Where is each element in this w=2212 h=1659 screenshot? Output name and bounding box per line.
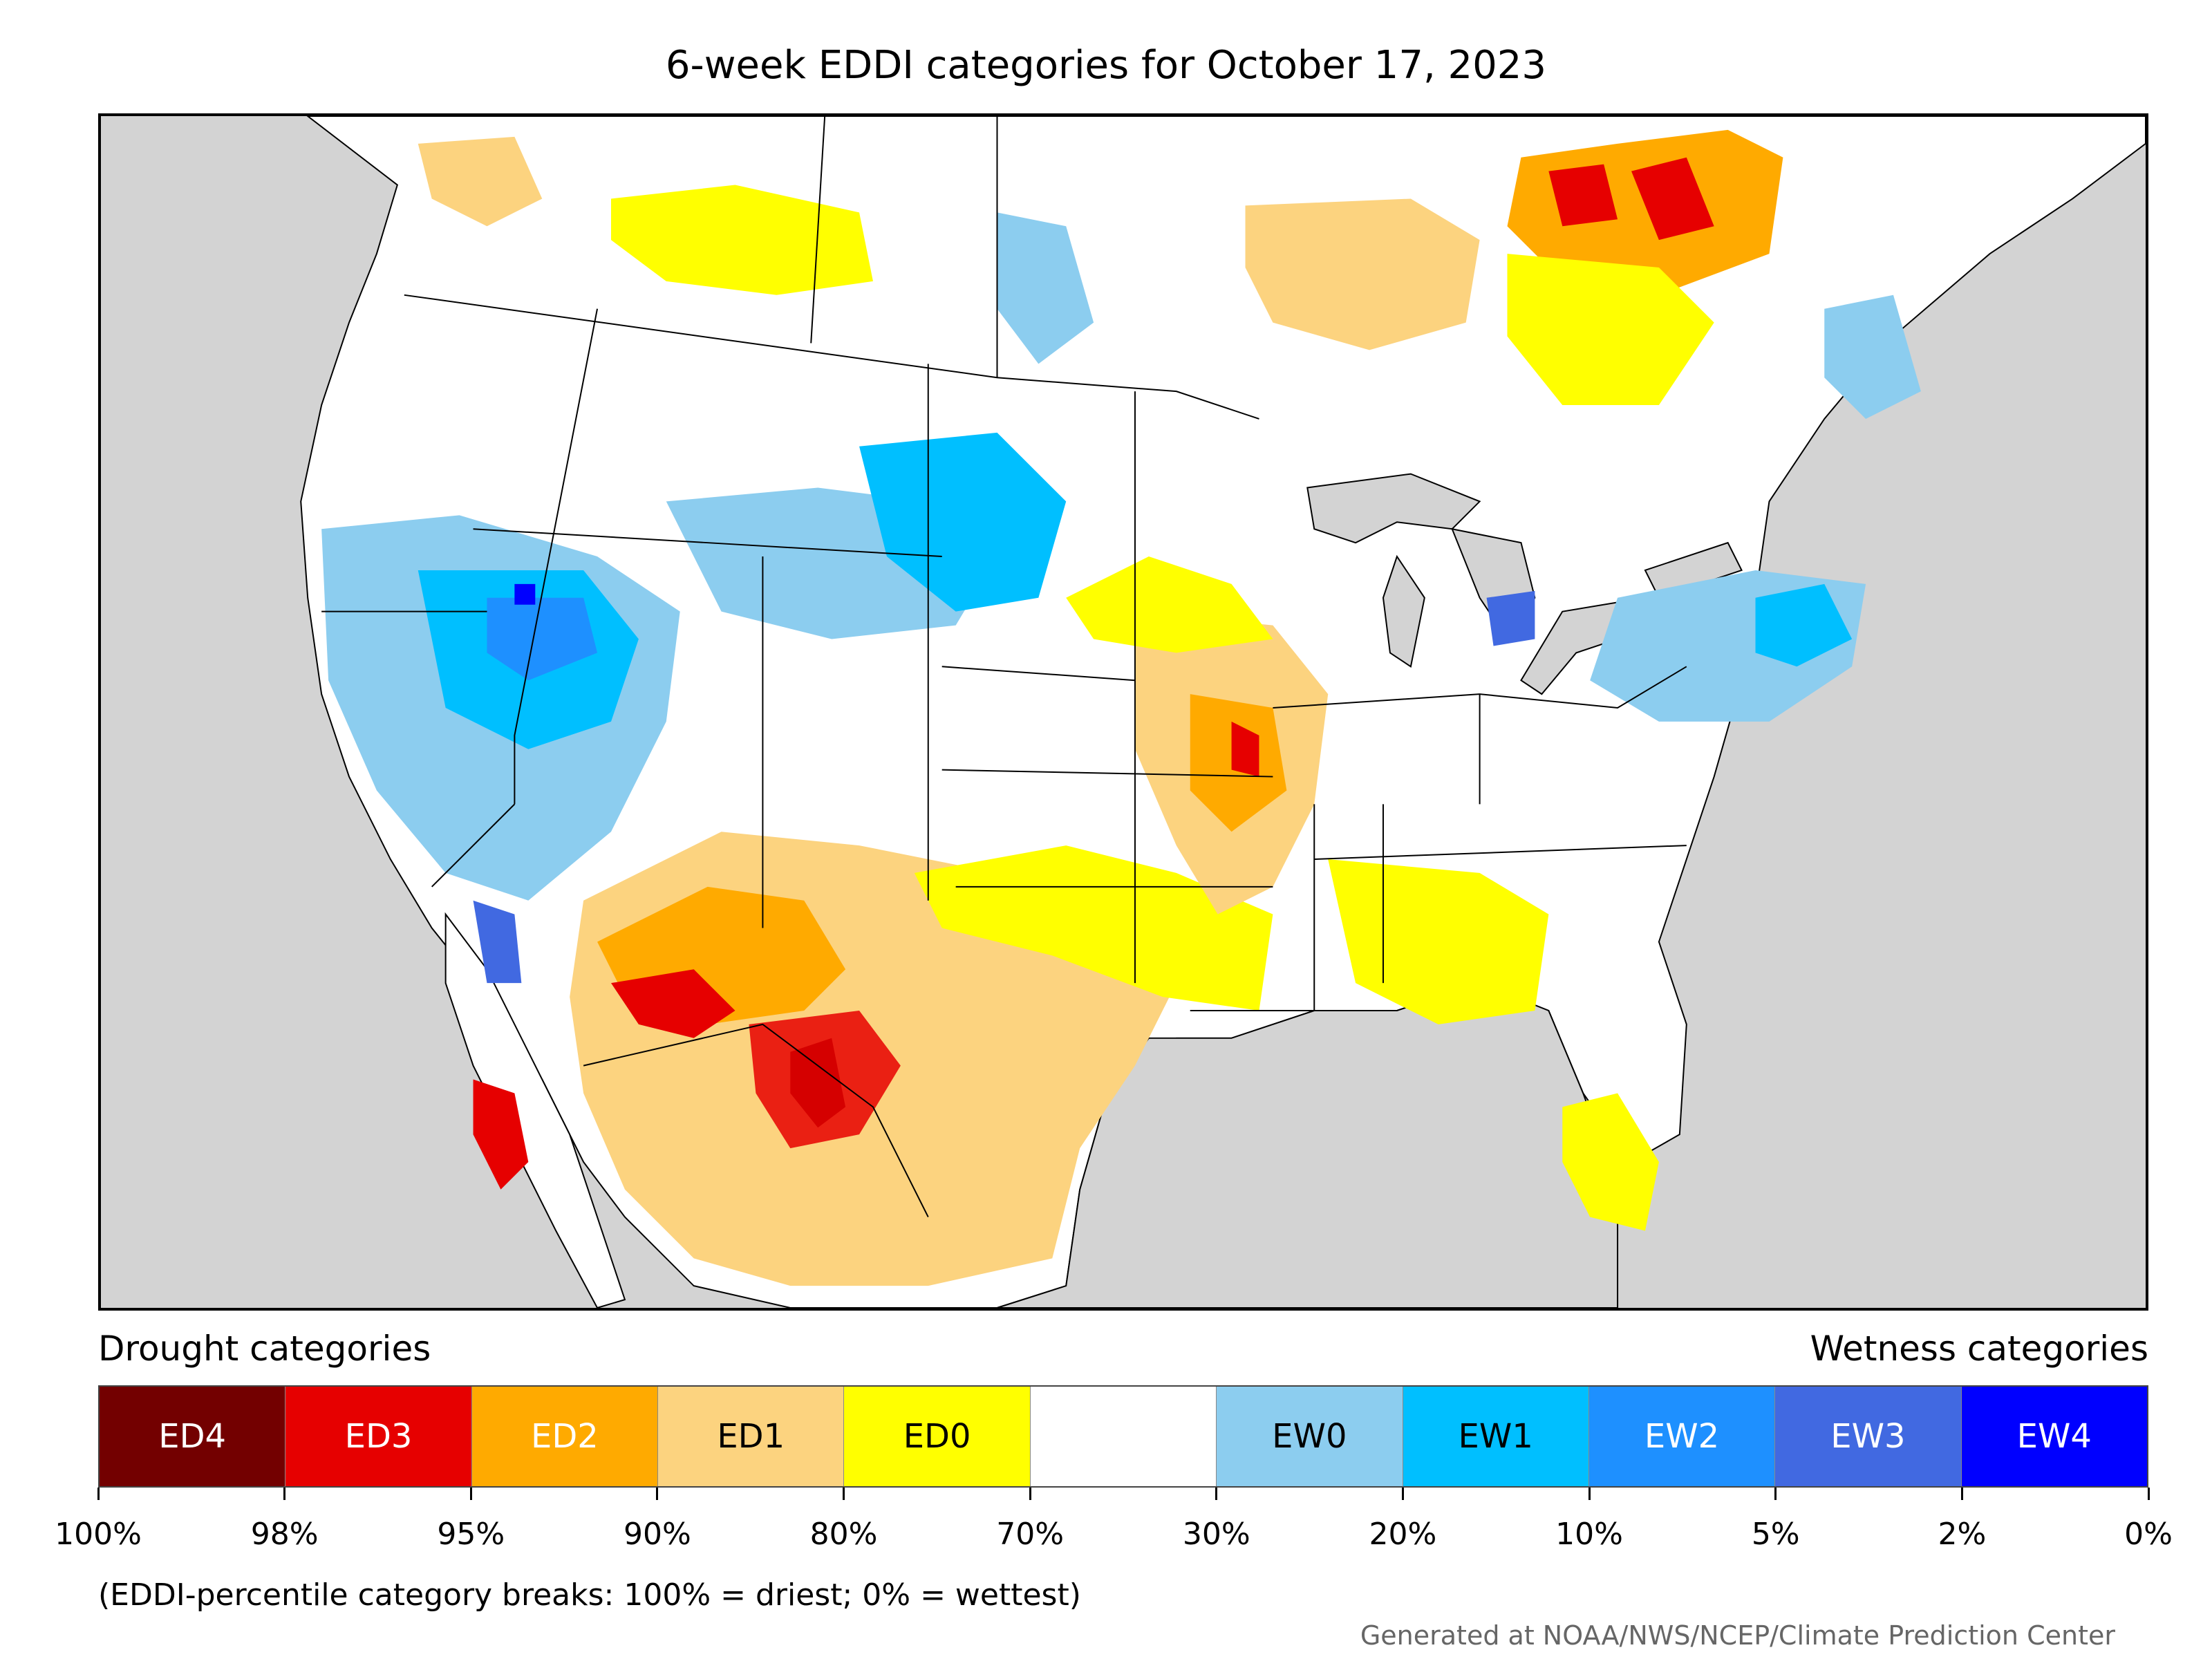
region-ed1-florida [1562, 1093, 1659, 1231]
colorbar-tick-label: 70% [996, 1517, 1065, 1552]
drought-categories-label: Drought categories [98, 1329, 431, 1369]
colorbar-tick-label: 20% [1369, 1517, 1437, 1552]
category-swatch-ew0: EW0 [1217, 1387, 1403, 1486]
region-ew2-nevada [487, 597, 598, 681]
credit-line: Generated at NOAA/NWS/NCEP/Climate Predi… [1360, 1620, 2115, 1651]
colorbar-tick-labels: 100% 98% 95% 90% 80% 70% 30% 20% 10% 5% 2% 0% [55, 1517, 2173, 1558]
category-swatch-ew2: EW2 [1588, 1387, 1776, 1486]
region-ew1-newengland [1755, 583, 1853, 667]
colorbar-tick [656, 1488, 659, 1500]
map-title: 6-week EDDI categories for October 17, 2… [665, 43, 1547, 88]
colorbar-tick-label: 90% [624, 1517, 691, 1552]
region-ed3-baja [473, 1079, 529, 1190]
colorbar-tick-label: 100% [55, 1517, 142, 1552]
region-ed1-canada [1245, 198, 1480, 350]
boundaries [321, 116, 1687, 1218]
region-ed0-midwest [1066, 556, 1273, 653]
colorbar-tick-label: 80% [809, 1517, 878, 1552]
region-ew3-socal [473, 900, 522, 984]
colorbar-tick [2147, 1488, 2150, 1500]
category-swatch-ew4: EW4 [1961, 1387, 2147, 1486]
colorbar-tick-label: 0% [2124, 1517, 2173, 1552]
colorbar-tick [1215, 1488, 1218, 1500]
region-ew3-ohio [1486, 590, 1535, 646]
category-swatch-ed2: ED2 [471, 1387, 659, 1486]
category-breaks-note: (EDDI-percentile category breaks: 100% =… [98, 1577, 1081, 1613]
colorbar-tick-label: 10% [1555, 1517, 1623, 1552]
region-ed3-missouri [1231, 721, 1259, 777]
colorbar-ticks [97, 1488, 2150, 1501]
colorbar-tick [469, 1488, 472, 1500]
region-ed1-bc [418, 136, 543, 227]
region-ed0-ontario [1507, 254, 1714, 406]
eddi-map [98, 113, 2148, 1311]
region-ew0-maine [1824, 294, 1921, 419]
region-ed3-arizona [611, 969, 735, 1038]
wetness-categories-label: Wetness categories [1810, 1329, 2148, 1369]
colorbar-tick [1774, 1488, 1777, 1500]
category-swatch-ed1: ED1 [658, 1387, 845, 1486]
colorbar-tick-label: 2% [1938, 1517, 1987, 1552]
region-ew1-dakotas [859, 432, 1067, 612]
category-swatch-ed4: ED4 [100, 1387, 286, 1486]
category-swatch-ew3: EW3 [1775, 1387, 1962, 1486]
category-colorbar: ED4 ED3 ED2 ED1 ED0 EW0 EW1 EW2 EW3 EW4 [98, 1385, 2148, 1488]
colorbar-tick [843, 1488, 845, 1500]
region-ed0-montana [611, 185, 873, 295]
category-swatch-normal [1030, 1387, 1217, 1486]
colorbar-tick-label: 95% [437, 1517, 505, 1552]
colorbar-tick [1401, 1488, 1404, 1500]
region-ed3-quebec [1548, 157, 1714, 241]
category-swatch-ew1: EW1 [1403, 1387, 1589, 1486]
region-ed3-texas [749, 1010, 901, 1149]
colorbar-tick-label: 30% [1182, 1517, 1250, 1552]
colorbar-tick [1588, 1488, 1591, 1500]
colorbar-tick [1029, 1488, 1031, 1500]
region-ew0-canada [997, 212, 1094, 364]
colorbar-tick [1960, 1488, 1963, 1500]
colorbar-tick-label: 5% [1751, 1517, 1800, 1552]
category-swatch-ed0: ED0 [844, 1387, 1031, 1486]
region-ew4-point [514, 583, 536, 605]
map-canvas [300, 116, 2146, 1308]
colorbar-tick [97, 1488, 100, 1500]
colorbar-tick-label: 98% [250, 1517, 319, 1552]
colorbar-tick [283, 1488, 286, 1500]
category-swatch-ed3: ED3 [285, 1387, 472, 1486]
baja-peninsula [444, 912, 626, 1308]
